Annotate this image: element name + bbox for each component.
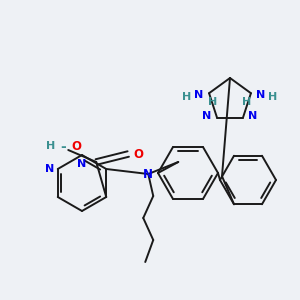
Text: N: N xyxy=(256,90,266,100)
Text: O: O xyxy=(71,140,81,154)
Text: H: H xyxy=(46,141,55,151)
Text: N: N xyxy=(248,111,258,121)
Text: N: N xyxy=(77,159,87,169)
Text: H: H xyxy=(182,92,192,102)
Text: O: O xyxy=(133,148,143,160)
Text: N: N xyxy=(45,164,54,174)
Text: -: - xyxy=(60,140,66,154)
Text: N: N xyxy=(194,90,204,100)
Text: H: H xyxy=(208,97,218,107)
Text: H: H xyxy=(242,97,252,107)
Text: N: N xyxy=(202,111,212,121)
Text: H: H xyxy=(268,92,278,102)
Text: N: N xyxy=(143,169,153,182)
